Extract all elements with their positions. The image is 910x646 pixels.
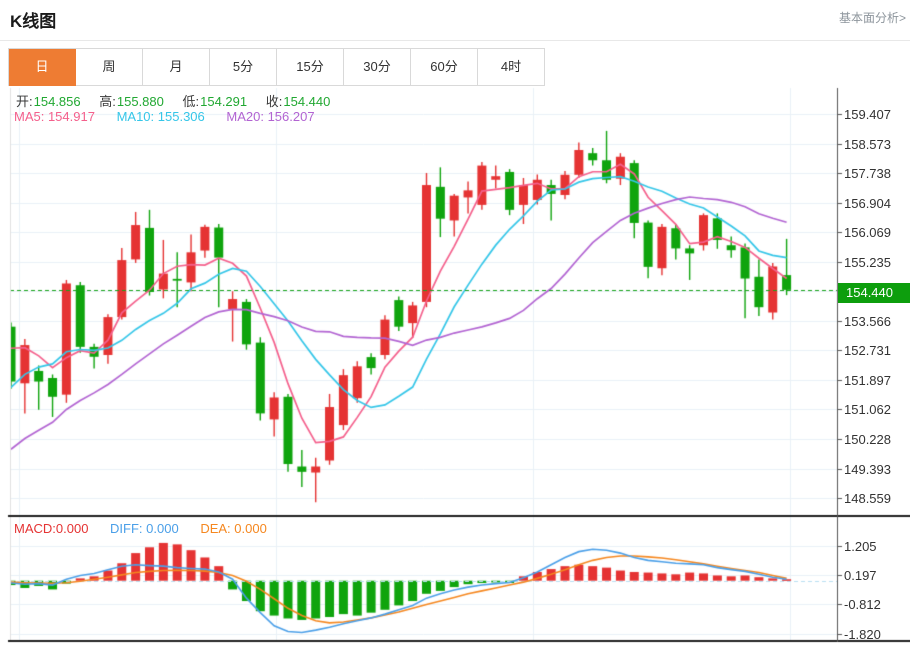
diff-value: DIFF: 0.000 [110, 521, 179, 536]
header-divider [0, 40, 910, 41]
low-label: 低: [182, 94, 200, 109]
close-value: 154.440 [283, 94, 331, 109]
macd-legend: MACD:0.000 DIFF: 0.000 DEA: 0.000 [14, 521, 267, 536]
high-value: 155.880 [116, 94, 164, 109]
timeframe-tabs: 日 周 月 5分 15分 30分 60分 4时 [8, 48, 545, 86]
ma20-value: MA20: 156.207 [226, 109, 315, 124]
tab-15min[interactable]: 15分 [277, 49, 344, 86]
open-label: 开: [16, 94, 33, 109]
low-value: 154.291 [200, 94, 248, 109]
ma10-value: MA10: 155.306 [116, 109, 205, 124]
ohlc-legend: 开:154.856 高:155.880 低:154.291 收:154.440 [16, 91, 345, 110]
tab-30min[interactable]: 30分 [344, 49, 411, 86]
tab-5min[interactable]: 5分 [210, 49, 277, 86]
ma5-value: MA5: 154.917 [14, 109, 95, 124]
dea-value: DEA: 0.000 [200, 521, 267, 536]
current-price-tag: 154.440 [838, 283, 910, 303]
tab-week[interactable]: 周 [76, 49, 143, 86]
tab-day[interactable]: 日 [9, 49, 76, 86]
tab-60min[interactable]: 60分 [411, 49, 478, 86]
tab-4hour[interactable]: 4时 [478, 49, 545, 86]
page-title: K线图 [10, 12, 57, 31]
close-label: 收: [265, 94, 283, 109]
macd-value: MACD:0.000 [14, 521, 89, 536]
open-value: 154.856 [33, 94, 81, 109]
ma-legend: MA5: 154.917 MA10: 155.306 MA20: 156.207 [14, 109, 315, 124]
fundamental-analysis-link[interactable]: 基本面分析> [838, 11, 906, 25]
tab-month[interactable]: 月 [143, 49, 210, 86]
high-label: 高: [99, 94, 116, 109]
